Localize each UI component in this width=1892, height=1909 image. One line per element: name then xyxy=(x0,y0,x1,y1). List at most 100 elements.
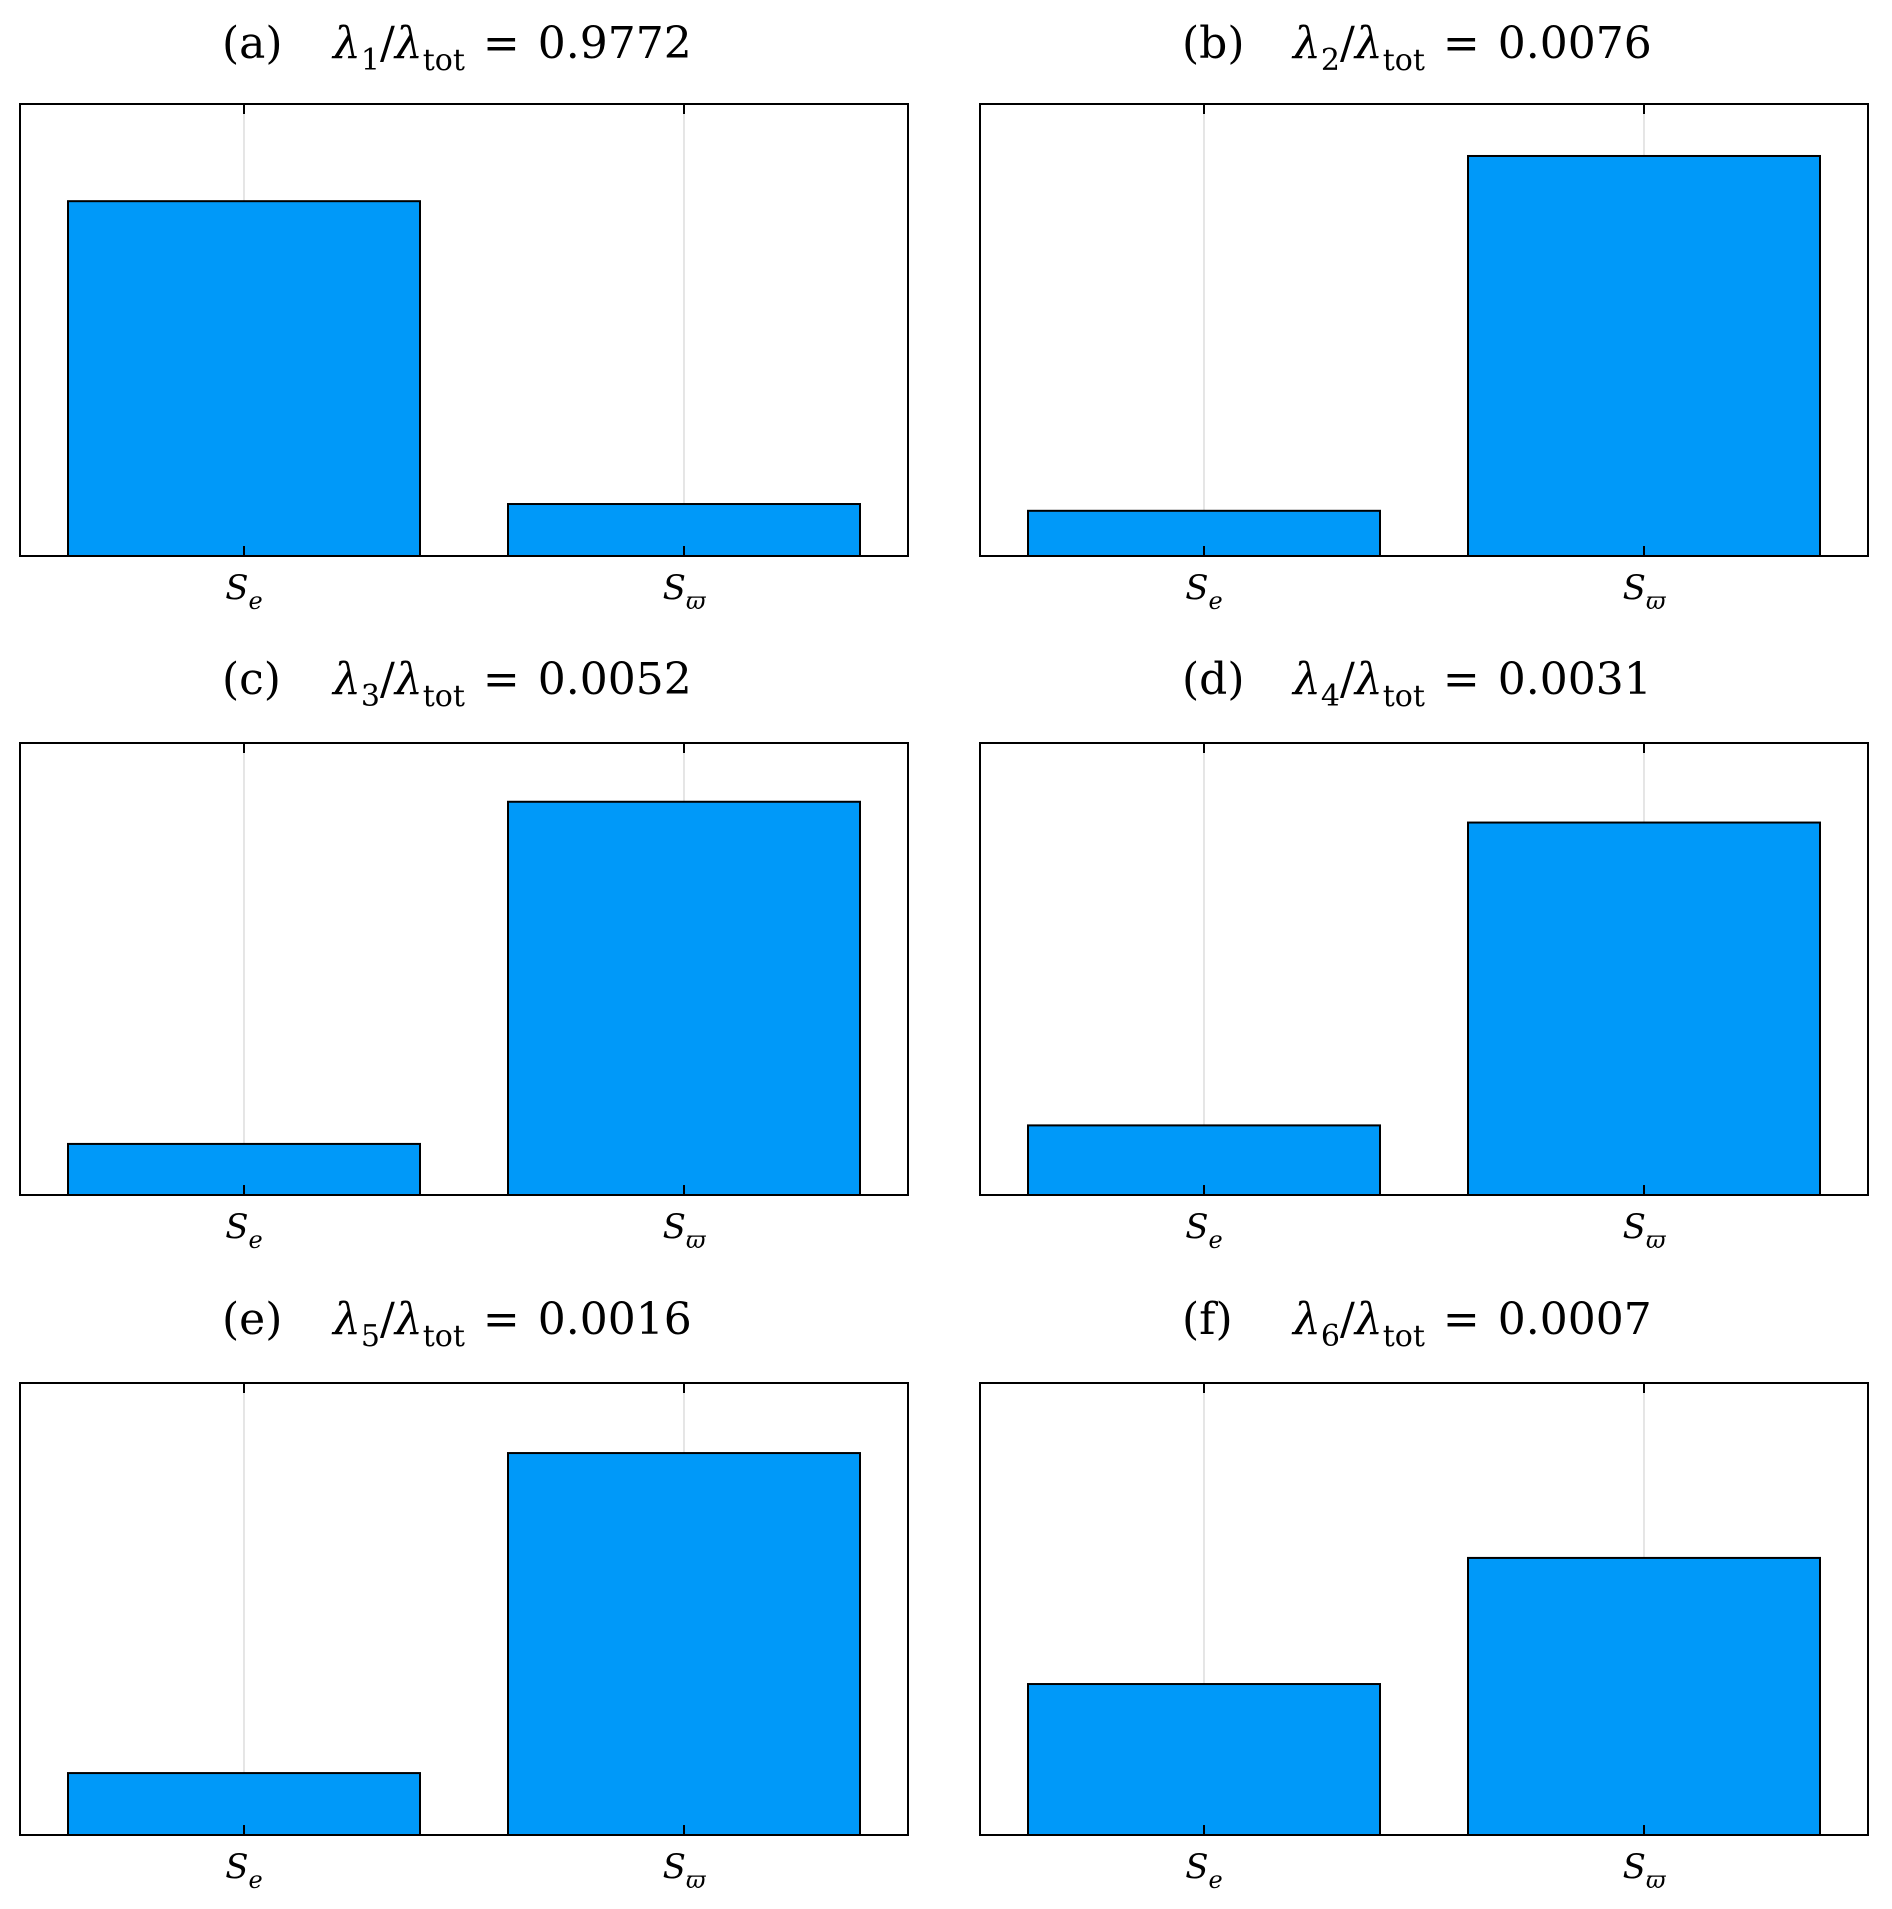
tick-label-sub: ϖ xyxy=(1646,1226,1667,1254)
ratio-num-sub: 4 xyxy=(1321,679,1340,714)
tick-label-svarpi: Sϖ xyxy=(663,568,707,615)
chart-panel-e: Se Sϖ(e) λ5/λtot = 0.0016 xyxy=(19,1294,909,1894)
ratio-slash: / xyxy=(1340,1294,1355,1345)
ratio-den-sub: tot xyxy=(1383,43,1425,78)
ratio-num-sub: 5 xyxy=(361,1319,380,1354)
panel-label: (e) xyxy=(222,1294,282,1345)
ratio-den-symbol: λ xyxy=(1353,18,1383,69)
bar-svarpi xyxy=(1467,1556,1821,1836)
tick-label-base: S xyxy=(1623,1207,1646,1247)
chart-panel-c: Se Sϖ(c) λ3/λtot = 0.0052 xyxy=(19,654,909,1254)
plot-frame xyxy=(979,1382,1869,1836)
tick-label-base: S xyxy=(663,568,686,608)
tick-label-sub: e xyxy=(1209,1866,1223,1894)
tick-label-sub: ϖ xyxy=(686,587,707,615)
chart-panel-b: Se Sϖ(b) λ2/λtot = 0.0076 xyxy=(979,18,1869,615)
bar-se xyxy=(1027,1683,1381,1836)
ratio-equals: = xyxy=(483,654,520,705)
ratio-slash: / xyxy=(380,654,395,705)
tick-label-base: S xyxy=(225,1207,248,1247)
chart-panel-d: Se Sϖ(d) λ4/λtot = 0.0031 xyxy=(979,654,1869,1254)
ratio-num-sub: 1 xyxy=(361,43,380,78)
tick-label-base: S xyxy=(1185,1207,1208,1247)
ratio-num-symbol: λ xyxy=(331,1294,361,1345)
ratio-den-sub: tot xyxy=(423,43,465,78)
ratio-num-symbol: λ xyxy=(331,18,361,69)
tick-label-se: Se xyxy=(225,1207,263,1254)
ratio-formula: λ6/λtot = 0.0007 xyxy=(1291,1294,1652,1354)
ratio-num-symbol: λ xyxy=(1291,18,1321,69)
tick-label-se: Se xyxy=(225,568,263,615)
ratio-equals: = xyxy=(483,18,520,69)
ratio-den-sub: tot xyxy=(1383,679,1425,714)
tick-label-sub: e xyxy=(1209,587,1223,615)
ratio-formula: λ5/λtot = 0.0016 xyxy=(331,1294,692,1354)
plot-frame xyxy=(979,742,1869,1196)
tick-label-svarpi: Sϖ xyxy=(1623,1847,1667,1894)
bar-se xyxy=(1027,1124,1381,1196)
tick-label-se: Se xyxy=(1185,1207,1223,1254)
ratio-num-symbol: λ xyxy=(331,654,361,705)
ratio-den-symbol: λ xyxy=(1353,1294,1383,1345)
tick-label-base: S xyxy=(1185,1847,1208,1887)
ratio-den-sub: tot xyxy=(1383,1319,1425,1354)
tick-label-base: S xyxy=(1623,1847,1646,1887)
panel-title: (c) λ3/λtot = 0.0052 xyxy=(222,654,692,714)
bar-se xyxy=(67,1772,421,1837)
chart-panel-f: Se Sϖ(f) λ6/λtot = 0.0007 xyxy=(979,1294,1869,1894)
plot-frame xyxy=(19,103,909,557)
bar-svarpi xyxy=(1467,821,1821,1196)
tick-label-base: S xyxy=(663,1847,686,1887)
ratio-slash: / xyxy=(1340,18,1355,69)
panel-label: (f) xyxy=(1182,1294,1233,1345)
ratio-value: 0.9772 xyxy=(538,18,692,69)
ratio-formula: λ2/λtot = 0.0076 xyxy=(1291,18,1652,78)
ratio-den-sub: tot xyxy=(423,1319,465,1354)
tick-label-sub: e xyxy=(1209,1226,1223,1254)
ratio-den-symbol: λ xyxy=(1353,654,1383,705)
ratio-value: 0.0052 xyxy=(538,654,692,705)
ratio-num-symbol: λ xyxy=(1291,654,1321,705)
tick-label-sub: e xyxy=(249,1226,263,1254)
tick-label-se: Se xyxy=(1185,1847,1223,1894)
ratio-num-sub: 2 xyxy=(1321,43,1340,78)
tick-label-sub: ϖ xyxy=(1646,587,1667,615)
panel-title: (f) λ6/λtot = 0.0007 xyxy=(1182,1294,1652,1354)
tick-label-svarpi: Sϖ xyxy=(663,1847,707,1894)
ratio-den-symbol: λ xyxy=(393,654,423,705)
tick-label-svarpi: Sϖ xyxy=(1623,1207,1667,1254)
panel-label: (b) xyxy=(1182,18,1245,69)
ratio-formula: λ4/λtot = 0.0031 xyxy=(1291,654,1652,714)
tick-label-base: S xyxy=(663,1207,686,1247)
tick-label-sub: ϖ xyxy=(686,1226,707,1254)
tick-label-se: Se xyxy=(225,1847,263,1894)
bar-svarpi xyxy=(1467,154,1821,557)
bar-svarpi xyxy=(507,800,861,1196)
ratio-num-sub: 6 xyxy=(1321,1319,1340,1354)
panel-title: (b) λ2/λtot = 0.0076 xyxy=(1182,18,1652,78)
tick-label-base: S xyxy=(1185,568,1208,608)
ratio-formula: λ3/λtot = 0.0052 xyxy=(331,654,692,714)
panel-label: (d) xyxy=(1182,654,1245,705)
ratio-slash: / xyxy=(1340,654,1355,705)
panel-title: (e) λ5/λtot = 0.0016 xyxy=(222,1294,692,1354)
tick-label-base: S xyxy=(225,1847,248,1887)
ratio-equals: = xyxy=(1443,654,1480,705)
panel-title: (a) λ1/λtot = 0.9772 xyxy=(222,18,692,78)
ratio-equals: = xyxy=(1443,1294,1480,1345)
ratio-num-symbol: λ xyxy=(1291,1294,1321,1345)
ratio-value: 0.0016 xyxy=(538,1294,692,1345)
tick-label-svarpi: Sϖ xyxy=(1623,568,1667,615)
ratio-value: 0.0031 xyxy=(1498,654,1652,705)
panel-label: (c) xyxy=(222,654,281,705)
tick-label-sub: ϖ xyxy=(1646,1866,1667,1894)
ratio-equals: = xyxy=(1443,18,1480,69)
plot-frame xyxy=(19,742,909,1196)
ratio-slash: / xyxy=(380,1294,395,1345)
ratio-den-symbol: λ xyxy=(393,18,423,69)
ratio-den-sub: tot xyxy=(423,679,465,714)
ratio-slash: / xyxy=(380,18,395,69)
panel-label: (a) xyxy=(222,18,283,69)
ratio-value: 0.0076 xyxy=(1498,18,1652,69)
